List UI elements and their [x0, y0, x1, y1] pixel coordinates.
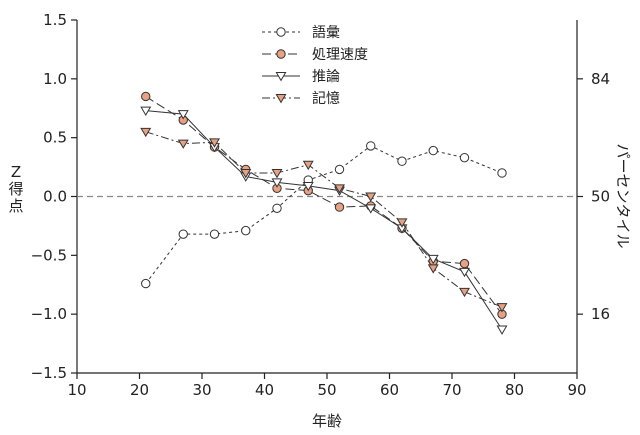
data-point	[209, 138, 220, 148]
y-tick-label: 0.5	[43, 129, 67, 147]
series-line	[145, 96, 503, 315]
y-axis-label-char: Z	[11, 163, 21, 181]
y2-tick-label: 50	[591, 188, 610, 206]
data-point	[140, 127, 152, 138]
data-point	[271, 178, 283, 188]
data-point	[427, 264, 439, 274]
data-point	[496, 303, 508, 313]
legend-entry: 記憶	[262, 90, 340, 107]
chart-axes: 1.5 1.0 0.5 0.0 −0.5 −1.0 −1.510 20 30 40 50 60 70 80…	[31, 11, 611, 399]
data-point	[366, 141, 376, 151]
x-tick-label: 80	[505, 381, 524, 399]
y2-axis-label: パーセンタイル	[614, 143, 632, 248]
legend-entry: 処理速度	[262, 47, 368, 63]
data-point	[272, 203, 282, 213]
data-point	[241, 225, 251, 236]
data-point	[302, 181, 314, 192]
legend-label: 推論	[312, 69, 340, 85]
y-tick-label: 1.0	[43, 70, 67, 88]
data-point	[397, 156, 407, 166]
y-tick-label: −1.5	[31, 364, 67, 382]
y-tick-label: −1.0	[31, 305, 67, 323]
y-tick-label: 0.0	[43, 188, 67, 206]
series-1	[141, 141, 507, 289]
series-group	[140, 91, 508, 335]
data-point	[365, 204, 377, 214]
series-line	[145, 145, 503, 284]
data-point	[396, 218, 408, 228]
data-point	[459, 267, 470, 278]
legend-marker	[275, 94, 287, 104]
data-point	[428, 145, 438, 156]
legend-entry: 語彙	[262, 25, 340, 41]
data-point	[140, 106, 152, 116]
series-3	[140, 106, 508, 335]
data-point	[209, 229, 220, 239]
y-axis-label: Z 得点	[8, 163, 23, 215]
x-tick-label: 40	[255, 381, 274, 399]
data-point	[427, 254, 439, 265]
data-point	[459, 287, 470, 298]
legend-entry: 推論	[262, 69, 340, 85]
data-point	[178, 229, 188, 239]
x-tick-label: 70	[442, 381, 461, 399]
legend-marker	[275, 72, 287, 82]
data-point	[459, 152, 470, 163]
legend-marker	[276, 49, 286, 59]
data-point	[496, 325, 508, 335]
y-axis-label-char: 点	[8, 197, 23, 215]
data-point	[271, 169, 283, 179]
y-tick-label: 1.5	[43, 11, 67, 29]
data-point	[302, 160, 314, 171]
series-4	[140, 127, 508, 313]
y2-tick-label: 84	[591, 70, 610, 88]
data-point	[459, 258, 470, 269]
x-tick-label: 50	[317, 381, 336, 399]
data-point	[177, 139, 189, 149]
series-2	[141, 91, 507, 319]
series-line	[145, 110, 503, 330]
legend-label: 記憶	[312, 90, 340, 107]
legend-label: 語彙	[312, 25, 340, 41]
data-point	[334, 184, 345, 194]
y-axis-label-char: 得	[8, 180, 23, 198]
data-point	[334, 202, 345, 212]
y2-tick-label: 16	[591, 305, 610, 323]
data-point	[177, 110, 189, 120]
y-tick-label: −0.5	[31, 246, 67, 264]
data-point	[240, 169, 252, 179]
x-tick-label: 90	[567, 381, 586, 399]
data-point	[141, 91, 151, 102]
data-point	[334, 164, 345, 175]
x-tick-label: 30	[192, 381, 211, 399]
data-point	[141, 278, 151, 289]
data-point	[365, 192, 377, 202]
x-axis-label: 年齢	[312, 412, 342, 430]
x-tick-label: 60	[380, 381, 399, 399]
series-line	[145, 131, 503, 308]
legend-label: 処理速度	[312, 47, 368, 63]
x-tick-label: 20	[130, 381, 149, 399]
legend-marker	[276, 27, 286, 37]
data-point	[497, 168, 507, 178]
x-tick-label: 10	[67, 381, 86, 399]
